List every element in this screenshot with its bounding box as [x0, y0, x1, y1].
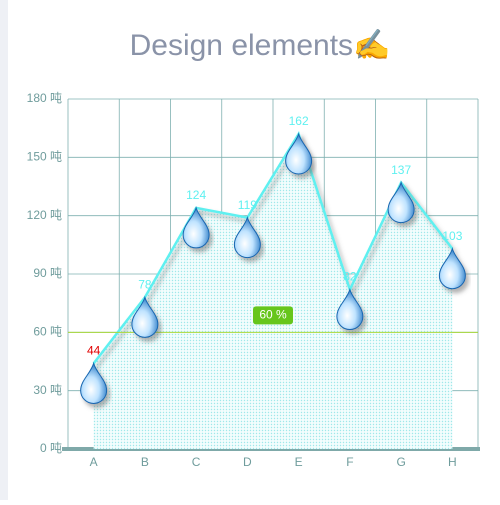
drop-marker: [336, 287, 364, 331]
y-tick-label: 150 吨: [27, 150, 62, 164]
area: [93, 134, 453, 449]
x-tick-label: D: [243, 455, 252, 469]
x-tick-label: F: [346, 455, 353, 469]
chart-title: Design elements✍️: [130, 28, 391, 62]
drop-marker: [438, 246, 466, 290]
value-label: 103: [442, 229, 462, 243]
x-tick-label: B: [141, 455, 149, 469]
y-tick-label: 90 吨: [33, 266, 62, 280]
drop-marker: [182, 206, 210, 249]
drop-marker: [233, 215, 261, 259]
value-label: 44: [87, 344, 101, 358]
y-tick-label: 30 吨: [33, 383, 62, 397]
value-label: 82: [343, 270, 357, 284]
drop-marker: [80, 361, 108, 404]
drop-marker: [285, 132, 313, 175]
y-tick-label: 180 吨: [27, 91, 62, 105]
y-tick-label: 0 吨: [40, 441, 62, 455]
value-label: 137: [391, 163, 411, 177]
drop-marker: [131, 295, 159, 338]
y-tick-label: 60 吨: [33, 325, 62, 339]
x-tick-label: A: [90, 455, 98, 469]
x-tick-label: C: [192, 455, 201, 469]
value-label: 119: [238, 198, 257, 212]
mark-line-badge: [253, 306, 293, 325]
x-tick-label: E: [295, 455, 303, 469]
value-label: 78: [138, 278, 152, 292]
y-tick-label: 120 吨: [27, 208, 62, 222]
value-label: 124: [186, 188, 206, 202]
side-strip: [0, 0, 8, 500]
x-tick-label: G: [396, 455, 405, 469]
drop-marker: [387, 180, 415, 224]
value-label: 162: [289, 114, 309, 128]
x-tick-label: H: [448, 455, 457, 469]
mark-line-label: 60 %: [259, 308, 287, 322]
